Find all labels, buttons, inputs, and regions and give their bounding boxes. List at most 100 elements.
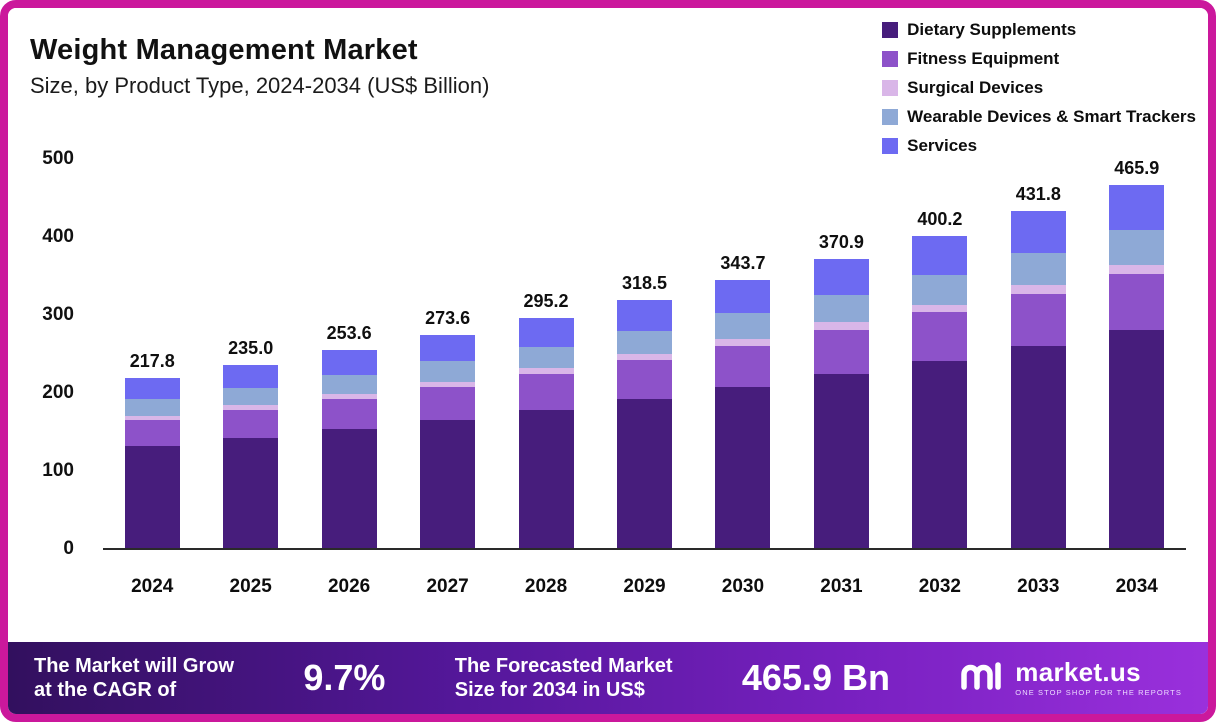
bar-segment-wearable-devices-smart-trackers bbox=[1010, 253, 1066, 286]
legend-label: Fitness Equipment bbox=[907, 49, 1060, 68]
legend-swatch bbox=[882, 51, 899, 67]
stacked-bar bbox=[420, 334, 476, 548]
bar-segment-wearable-devices-smart-trackers bbox=[813, 294, 869, 323]
bar-segment-surgical-devices bbox=[124, 415, 180, 420]
bar-segment-dietary-supplements bbox=[1010, 345, 1066, 548]
y-axis: 0 100 200 300 400 500 bbox=[8, 148, 88, 559]
bar-segment-services bbox=[1109, 184, 1165, 231]
bar-segment-surgical-devices bbox=[1010, 285, 1066, 294]
stacked-bar bbox=[616, 299, 672, 548]
cagr-value: 9.7% bbox=[303, 657, 386, 698]
bar-segment-fitness-equipment bbox=[518, 374, 574, 410]
bar-segment-wearable-devices-smart-trackers bbox=[124, 399, 180, 416]
stacked-bar bbox=[1010, 211, 1066, 548]
stacked-bar bbox=[124, 378, 180, 548]
x-axis-label: 2031 bbox=[820, 576, 863, 597]
bar-segment-surgical-devices bbox=[321, 393, 377, 399]
bar-group-2032: 400.2 bbox=[891, 158, 989, 548]
bar-segment-services bbox=[912, 235, 968, 275]
cagr-label: The Market will Grow at the CAGR of bbox=[34, 654, 234, 702]
stacked-bar bbox=[223, 364, 279, 548]
brand-block: market.us ONE STOP SHOP FOR THE REPORTS bbox=[959, 659, 1182, 697]
x-axis-label: 2025 bbox=[229, 576, 272, 597]
legend-item-wearable-devices-smart-trackers: Wearable Devices & Smart Trackers bbox=[882, 107, 1196, 127]
bar-segment-fitness-equipment bbox=[124, 419, 180, 447]
bar-group-2030: 343.7 bbox=[694, 158, 792, 548]
bar-total-label: 318.5 bbox=[621, 272, 668, 293]
stacked-bar bbox=[321, 350, 377, 548]
bar-total-label: 295.2 bbox=[523, 290, 569, 311]
x-axis-label: 2027 bbox=[426, 576, 469, 597]
bar-total-label: 370.9 bbox=[818, 231, 864, 252]
y-tick-label: 0 bbox=[63, 538, 74, 559]
title-block: Weight Management Market Size, by Produc… bbox=[30, 34, 489, 99]
bar-segment-fitness-equipment bbox=[715, 345, 771, 388]
bar-segment-wearable-devices-smart-trackers bbox=[321, 374, 377, 394]
stacked-bar bbox=[518, 317, 574, 548]
bar-group-2028: 295.2 bbox=[497, 158, 595, 548]
bar-segment-wearable-devices-smart-trackers bbox=[912, 274, 968, 305]
y-tick-label: 300 bbox=[42, 304, 74, 325]
bar-group-2025: 235.0 bbox=[201, 158, 299, 548]
bar-segment-services bbox=[616, 299, 672, 331]
page-title: Weight Management Market bbox=[30, 34, 418, 66]
chart-canvas: Weight Management Market Size, by Produc… bbox=[8, 8, 1208, 714]
bar-segment-fitness-equipment bbox=[912, 312, 968, 361]
bar-segment-services bbox=[518, 317, 574, 347]
bar-segment-surgical-devices bbox=[813, 322, 869, 330]
bar-segment-wearable-devices-smart-trackers bbox=[616, 330, 672, 355]
bar-segment-wearable-devices-smart-trackers bbox=[1109, 230, 1165, 265]
bottom-banner: The Market will Grow at the CAGR of 9.7%… bbox=[8, 642, 1208, 714]
cagr-label-line1: The Market will Grow bbox=[34, 655, 235, 677]
legend-swatch bbox=[882, 109, 899, 125]
bar-segment-surgical-devices bbox=[715, 338, 771, 346]
bar-group-2034: 465.9 bbox=[1088, 158, 1186, 548]
brand-text: market.us ONE STOP SHOP FOR THE REPORTS bbox=[1015, 659, 1182, 697]
cagr-label-line2: at the CAGR of bbox=[34, 679, 177, 701]
bar-segment-dietary-supplements bbox=[518, 409, 574, 548]
brand-tagline: ONE STOP SHOP FOR THE REPORTS bbox=[1015, 688, 1182, 698]
bar-segment-surgical-devices bbox=[518, 368, 574, 375]
bar-segment-services bbox=[223, 364, 279, 388]
bar-total-label: 273.6 bbox=[425, 307, 471, 328]
bar-segment-dietary-supplements bbox=[1109, 330, 1165, 548]
bar-segment-services bbox=[124, 378, 180, 400]
bar-segment-services bbox=[420, 334, 476, 362]
legend-swatch bbox=[882, 22, 899, 38]
brand-name: market.us bbox=[1015, 657, 1141, 688]
bar-segment-fitness-equipment bbox=[1010, 293, 1066, 346]
y-tick-label: 200 bbox=[42, 382, 74, 403]
legend-item-services: Services bbox=[882, 136, 1196, 156]
x-axis-label: 2032 bbox=[918, 576, 961, 597]
bar-segment-fitness-equipment bbox=[420, 386, 476, 420]
x-axis-label: 2030 bbox=[721, 576, 765, 597]
bar-segment-fitness-equipment bbox=[223, 409, 279, 439]
bar-group-2026: 253.6 bbox=[300, 158, 398, 548]
bar-segment-services bbox=[715, 279, 771, 314]
bar-total-label: 253.6 bbox=[326, 323, 372, 344]
forecast-label-line2: Size for 2034 in US$ bbox=[454, 679, 645, 701]
stacked-bar bbox=[912, 235, 968, 548]
forecast-value: 465.9 Bn bbox=[741, 657, 890, 698]
bar-segment-dietary-supplements bbox=[420, 419, 476, 548]
bar-segment-surgical-devices bbox=[420, 381, 476, 387]
legend-label: Surgical Devices bbox=[907, 78, 1044, 97]
page-subtitle: Size, by Product Type, 2024-2034 (US$ Bi… bbox=[30, 73, 490, 98]
stacked-bar bbox=[813, 258, 869, 548]
y-tick-label: 400 bbox=[42, 226, 74, 247]
legend-label: Dietary Supplements bbox=[907, 20, 1077, 39]
legend: Dietary Supplements Fitness Equipment Surg… bbox=[882, 20, 1196, 156]
bar-segment-surgical-devices bbox=[1109, 264, 1165, 274]
bar-group-2024: 217.8 bbox=[103, 158, 201, 548]
bar-segment-surgical-devices bbox=[223, 405, 279, 410]
legend-label: Wearable Devices & Smart Trackers bbox=[907, 107, 1196, 126]
bar-segment-surgical-devices bbox=[912, 304, 968, 313]
x-axis-label: 2028 bbox=[524, 576, 568, 597]
bar-segment-services bbox=[321, 350, 377, 375]
bar-segment-fitness-equipment bbox=[616, 360, 672, 399]
bar-segment-wearable-devices-smart-trackers bbox=[715, 313, 771, 339]
bar-total-label: 217.8 bbox=[129, 351, 175, 372]
bar-total-label: 400.2 bbox=[917, 208, 963, 229]
bar-total-label: 235.0 bbox=[228, 337, 274, 358]
